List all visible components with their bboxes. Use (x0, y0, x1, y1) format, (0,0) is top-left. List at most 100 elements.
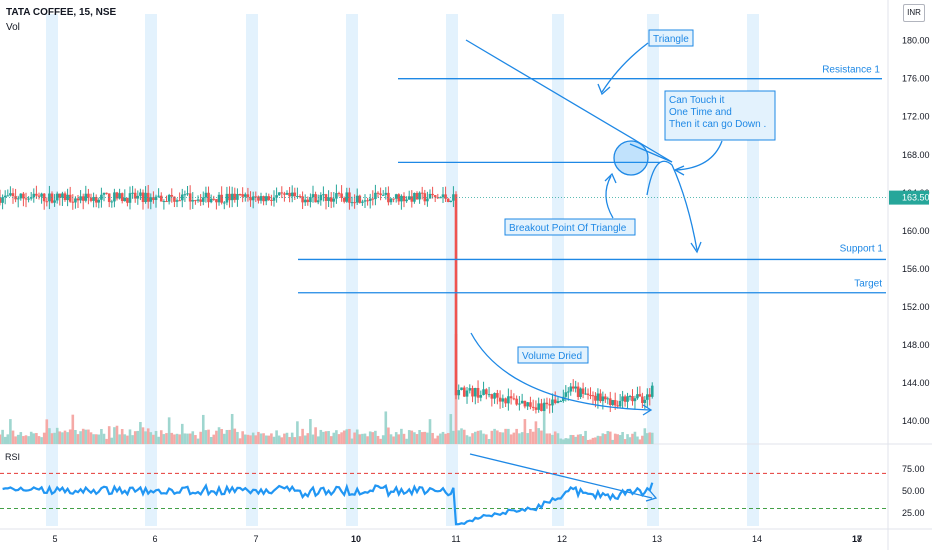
volume-bar (646, 433, 649, 444)
volume-bar (220, 429, 223, 444)
currency-button[interactable]: INR (903, 4, 925, 22)
volume-bar (426, 432, 429, 444)
volume-bar (613, 433, 617, 444)
horizontal-levels[interactable]: Resistance 1 Support 1 Target (298, 65, 886, 294)
volume-bar (123, 434, 127, 444)
candle-body (613, 400, 617, 406)
candle-body (196, 199, 200, 201)
last-price-label: 163.50 (902, 193, 930, 203)
candle-body (473, 387, 477, 397)
triangle-edge[interactable] (629, 143, 673, 163)
volume-bar (280, 437, 284, 444)
volume-bar (537, 428, 540, 444)
volume-bar (433, 438, 437, 444)
candle-body (392, 198, 395, 200)
candle-body (35, 193, 38, 196)
volume-bar (376, 435, 380, 444)
volume-bar (22, 436, 25, 444)
volume-bar (63, 430, 67, 444)
candle-body (468, 388, 472, 391)
volume-bar (212, 434, 216, 444)
candle-body (238, 193, 242, 195)
volume-bar (476, 430, 480, 444)
volume-bar (350, 438, 354, 444)
volume-dried-label-box[interactable] (517, 346, 589, 364)
candle-body (89, 197, 93, 201)
rsi-tick-label: 75.00 (902, 464, 925, 474)
breakout-circle[interactable] (613, 140, 649, 176)
candle-body (259, 196, 263, 201)
candle-body (584, 393, 587, 395)
volume-bar (89, 432, 93, 444)
volume-bar (84, 429, 88, 444)
volume-bar (431, 432, 434, 444)
touch-note-box[interactable] (664, 90, 776, 141)
candle-body (322, 194, 325, 196)
candle-body (418, 192, 421, 200)
volume-bar (518, 433, 521, 444)
candle-body (288, 192, 291, 197)
volume-bar (576, 434, 580, 444)
candle-body (596, 393, 600, 401)
last-price-tag[interactable] (889, 190, 929, 205)
volume-bar (540, 430, 543, 444)
volume-bar (254, 435, 258, 444)
candle-body (631, 396, 634, 402)
volume-bar (551, 434, 554, 444)
candle-body (611, 400, 615, 405)
volume-bar (303, 435, 307, 444)
candle-body (293, 192, 297, 197)
candle-body (37, 195, 41, 197)
candle-body (529, 402, 532, 407)
breakout-label-box[interactable] (504, 218, 636, 236)
volume-bar (246, 434, 250, 444)
volume-arrow (470, 332, 651, 411)
time-tick-label: 17 (852, 534, 862, 544)
volume-bar (436, 435, 440, 444)
candle-body (636, 394, 639, 399)
touch-note-text: Then it can go Down . (669, 119, 766, 130)
candle-body (71, 201, 75, 203)
rsi-axis[interactable]: 25.00 50.00 75.00 (902, 464, 925, 518)
volume-bar (230, 413, 234, 444)
resistance-label: Resistance 1 (822, 65, 880, 76)
volume-bar (0, 434, 2, 444)
candle-body (501, 398, 505, 402)
volume-bar (118, 434, 121, 444)
volume-bar (457, 430, 461, 444)
symbol-title[interactable]: TATA COFFEE, 15, NSE (6, 7, 117, 18)
candle-body (545, 402, 549, 405)
candle-body (608, 398, 612, 405)
candle-body (482, 389, 485, 396)
candle-body (298, 196, 302, 198)
candle-body (361, 201, 364, 203)
session-band (246, 14, 258, 526)
candle-body (225, 193, 229, 203)
volume-bar (606, 431, 610, 444)
volume-bar (55, 427, 59, 444)
triangle-label-box[interactable] (648, 29, 694, 47)
candle-body (379, 193, 382, 196)
candle-body (178, 200, 181, 202)
session-band (145, 14, 157, 526)
volume-bar (636, 436, 639, 444)
volume-bar (27, 436, 30, 444)
candle-body (433, 195, 437, 198)
candle-body (201, 197, 205, 202)
volume-bar (183, 433, 187, 444)
volume-bar (379, 438, 382, 444)
candle-body (534, 407, 538, 410)
candle-body (515, 398, 518, 405)
candle-body (628, 396, 632, 398)
candle-body (180, 194, 184, 201)
candle-body (79, 196, 82, 201)
volume-bar (608, 431, 612, 444)
candle-body (105, 192, 108, 194)
candle-body (183, 194, 187, 196)
candle-body (599, 393, 602, 402)
candle-body (436, 197, 440, 199)
price-axis[interactable]: 140.00144.00148.00152.00156.00160.00164.… (0, 36, 930, 427)
